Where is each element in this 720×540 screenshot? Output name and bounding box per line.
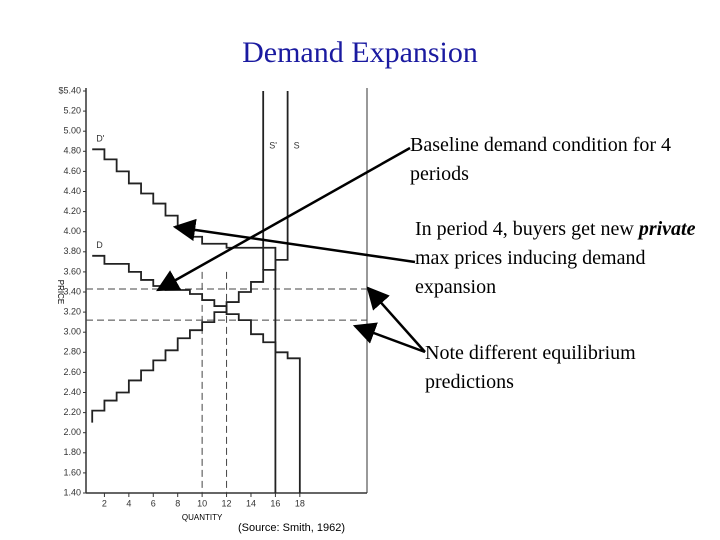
y-tick-label: 1.40 xyxy=(63,487,81,497)
step-curve xyxy=(92,148,277,493)
y-axis-label: PRICE xyxy=(56,280,65,304)
legend-label: D' xyxy=(96,134,104,144)
step-curve xyxy=(92,254,301,493)
y-tick-label: 2.20 xyxy=(63,407,81,417)
y-tick-label: 2.00 xyxy=(63,427,81,437)
x-tick-label: 4 xyxy=(126,498,131,508)
y-tick-label: $5.40 xyxy=(58,85,81,95)
y-tick-label: 3.60 xyxy=(63,266,81,276)
y-tick-label: 4.60 xyxy=(63,166,81,176)
x-tick-label: 14 xyxy=(246,498,256,508)
legend-label: S xyxy=(294,140,300,150)
legend-label: S' xyxy=(269,140,277,150)
x-tick-label: 10 xyxy=(197,498,207,508)
x-tick-label: 8 xyxy=(175,498,180,508)
y-tick-label: 2.40 xyxy=(63,387,81,397)
y-tick-label: 3.20 xyxy=(63,306,81,316)
y-tick-label: 2.60 xyxy=(63,367,81,377)
arrow xyxy=(366,286,426,353)
y-tick-label: 5.00 xyxy=(63,126,81,136)
legend-label: D xyxy=(96,240,103,250)
x-tick-label: 18 xyxy=(295,498,305,508)
annotation: Note different equilibrium predictions xyxy=(425,342,636,393)
source: (Source: Smith, 1962) xyxy=(238,522,345,534)
x-tick-label: 12 xyxy=(222,498,232,508)
y-tick-label: 4.20 xyxy=(63,206,81,216)
y-tick-label: 3.00 xyxy=(63,327,81,337)
annotation-emphasis: private xyxy=(638,218,696,240)
arrow xyxy=(352,322,426,354)
x-axis-label: QUANTITY xyxy=(182,513,223,522)
y-tick-label: 4.00 xyxy=(63,226,81,236)
annotation: In period 4, buyers get new private max … xyxy=(415,215,705,302)
y-tick-label: 4.80 xyxy=(63,146,81,156)
y-tick-label: 1.80 xyxy=(63,447,81,457)
y-tick-label: 3.80 xyxy=(63,246,81,256)
arrow xyxy=(156,146,411,292)
arrow xyxy=(172,218,416,264)
y-tick-label: 2.80 xyxy=(63,347,81,357)
y-tick-label: 5.20 xyxy=(63,105,81,115)
y-tick-label: 4.40 xyxy=(63,186,81,196)
x-tick-label: 16 xyxy=(270,498,280,508)
step-curve xyxy=(91,91,289,423)
annotation: Baseline demand condition for 4 periods xyxy=(410,134,672,185)
annotation-text: max prices inducing demand expansion xyxy=(415,247,646,298)
y-tick-label: 1.60 xyxy=(63,467,81,477)
x-tick-label: 6 xyxy=(151,498,156,508)
annotation-text: In period 4, buyers get new xyxy=(415,218,639,240)
slide-title: Demand Expansion xyxy=(242,36,478,69)
x-tick-label: 2 xyxy=(102,498,107,508)
y-tick-label: 3.40 xyxy=(63,286,81,296)
